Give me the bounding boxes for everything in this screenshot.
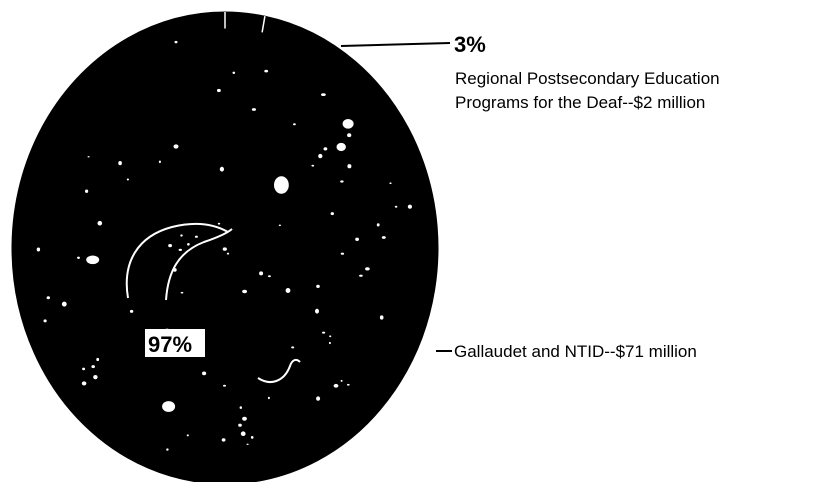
- speckle: [347, 133, 352, 138]
- speckle: [251, 108, 256, 111]
- speckle: [232, 71, 236, 75]
- speckle: [355, 237, 359, 241]
- speckle: [187, 243, 190, 246]
- speckle: [394, 205, 398, 208]
- speckle: [242, 416, 247, 421]
- small-slice-label-line-1: Regional Postsecondary Education: [455, 69, 720, 88]
- speckle: [180, 234, 183, 237]
- speckle: [259, 271, 264, 276]
- speckle: [93, 375, 98, 380]
- large-slice-label: Gallaudet and NTID--$71 million: [454, 342, 697, 361]
- speckle: [168, 244, 173, 248]
- speckle: [323, 147, 328, 151]
- small-slice-label-line-2: Programs for the Deaf--$2 million: [455, 93, 705, 112]
- speckle: [222, 247, 227, 251]
- speckle: [87, 156, 90, 158]
- speckle: [278, 224, 281, 227]
- speckle: [186, 434, 189, 437]
- speckle: [407, 204, 412, 209]
- speckle: [340, 180, 344, 183]
- speckle: [336, 142, 346, 152]
- speckle: [246, 443, 249, 445]
- speckle: [46, 296, 50, 300]
- speckle: [328, 341, 331, 345]
- speckle: [238, 423, 242, 427]
- speckle: [340, 379, 343, 382]
- speckle: [97, 220, 103, 226]
- speckle: [126, 178, 129, 181]
- large-slice-percent-label: 97%: [148, 332, 192, 357]
- speckle: [174, 40, 178, 44]
- speckle: [219, 166, 224, 172]
- pie-slices: [11, 11, 439, 482]
- speckle: [91, 365, 95, 369]
- speckle: [226, 252, 230, 255]
- speckle: [158, 160, 161, 164]
- speckle: [43, 319, 47, 323]
- speckle: [96, 357, 100, 362]
- speckle: [346, 383, 350, 386]
- speckle: [250, 436, 254, 439]
- pie-slice-large: [11, 11, 439, 482]
- speckle: [365, 267, 370, 271]
- speckle: [194, 235, 198, 238]
- speckle: [82, 367, 86, 371]
- speckle: [285, 288, 291, 293]
- speckle: [329, 335, 332, 338]
- speckle: [81, 381, 87, 386]
- speckle: [77, 256, 80, 259]
- speckle: [180, 291, 184, 294]
- speckle: [86, 255, 100, 265]
- speckle: [217, 222, 221, 225]
- speckle: [118, 161, 122, 166]
- small-slice-percent-label: 3%: [454, 32, 486, 57]
- speckle: [202, 371, 207, 376]
- speckle: [264, 69, 269, 73]
- speckle: [173, 144, 179, 149]
- speckle: [359, 274, 363, 277]
- speckle: [293, 123, 296, 126]
- speckle: [129, 309, 134, 313]
- speckle: [239, 406, 242, 409]
- speckle: [342, 119, 354, 129]
- speckle: [316, 284, 320, 288]
- speckle: [166, 448, 169, 451]
- speckle: [389, 182, 392, 184]
- speckle: [36, 247, 41, 252]
- speckle: [322, 331, 326, 334]
- speckle: [316, 396, 321, 401]
- speckle: [330, 212, 334, 216]
- speckle: [311, 164, 315, 167]
- speckle: [217, 88, 221, 93]
- speckle: [61, 301, 67, 307]
- speckle: [333, 383, 339, 388]
- speckle: [291, 346, 295, 349]
- speckle: [340, 252, 345, 255]
- speckle: [315, 308, 319, 314]
- speckle: [223, 384, 226, 387]
- speckle: [376, 223, 380, 227]
- decorative-curve-1: [125, 222, 229, 299]
- speckle: [267, 396, 270, 400]
- speckle: [379, 315, 384, 320]
- speckle: [162, 401, 176, 412]
- speckle: [267, 275, 271, 278]
- speckle: [240, 431, 246, 437]
- speckle: [242, 289, 248, 294]
- speckle: [381, 236, 386, 239]
- speckle: [347, 164, 352, 169]
- slice-separator-1: [261, 16, 266, 33]
- speckle: [221, 438, 226, 442]
- large-slice-percent-box: [145, 329, 205, 357]
- leader-line-small-slice: [340, 42, 451, 47]
- speckle: [274, 176, 289, 194]
- speckle: [318, 153, 323, 159]
- speckle: [178, 248, 182, 251]
- speckle: [85, 189, 89, 193]
- decorative-curve-3: [257, 358, 301, 383]
- speckle: [321, 93, 326, 96]
- scan-speckles: [36, 40, 412, 451]
- decorative-curve-2: [165, 228, 233, 301]
